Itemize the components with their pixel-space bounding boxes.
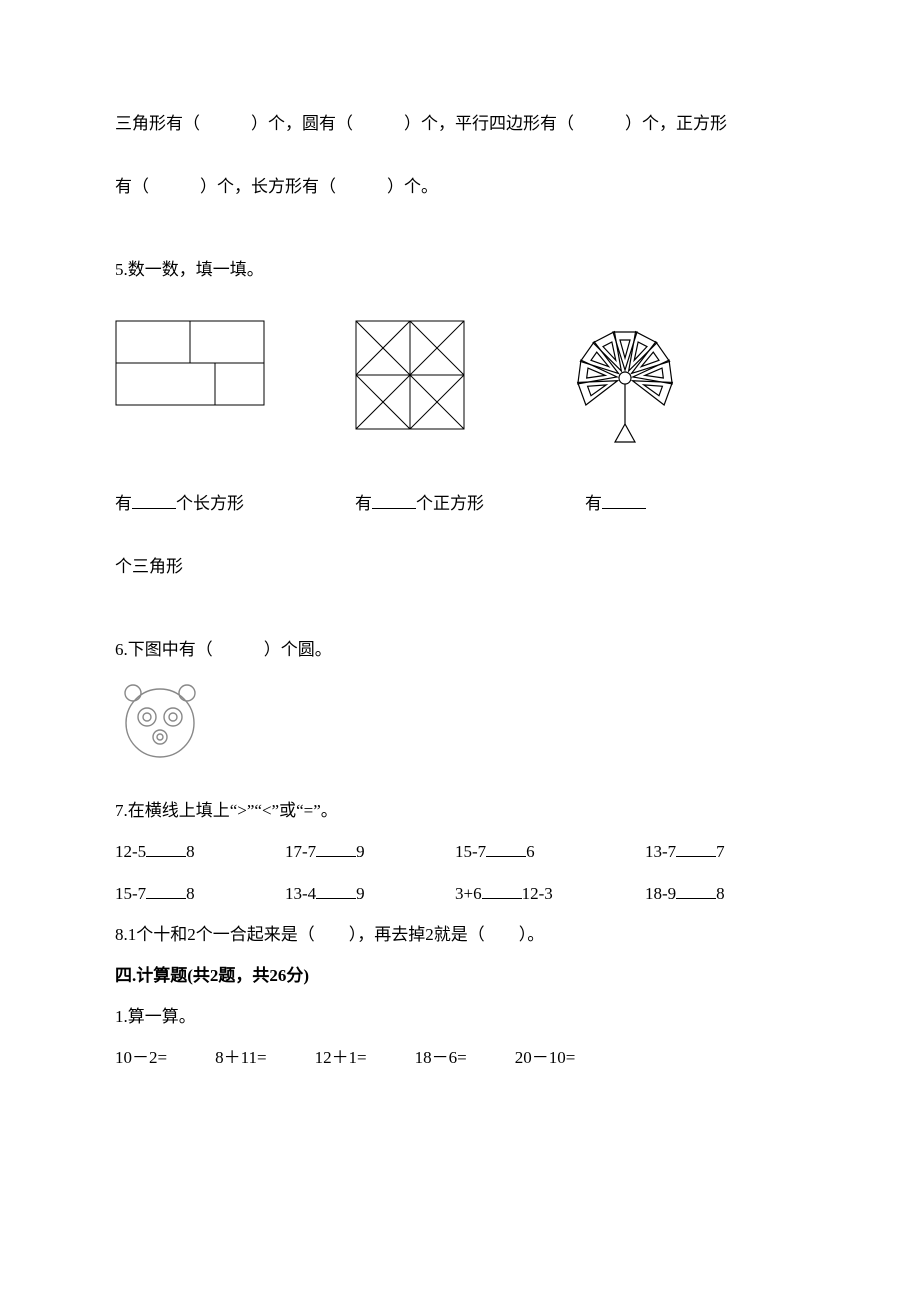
q5-figures — [115, 320, 805, 450]
caption-tri-a: 有 — [585, 490, 646, 517]
caption-rect: 有个长方形 — [115, 490, 355, 517]
expr: 20－10= — [515, 1044, 576, 1071]
blank — [200, 114, 251, 133]
section4-title: 四.计算题(共2题，共26分) — [115, 962, 805, 989]
caption-tri-b: 个三角形 — [115, 553, 805, 580]
cmp: 13-49 — [285, 880, 455, 907]
text: 有（ — [115, 177, 149, 196]
worksheet-page: 三角形有（ ）个，圆有（ ）个，平行四边形有（ ）个，正方形 有（ ）个，长方形… — [0, 0, 920, 1302]
q4-line1: 三角形有（ ）个，圆有（ ）个，平行四边形有（ ）个，正方形 — [115, 110, 805, 137]
text: ）个。 — [387, 177, 438, 196]
blank — [574, 114, 625, 133]
q8: 8.1个十和2个一合起来是（ ），再去掉2就是（ ）。 — [115, 921, 805, 948]
q5-title: 5.数一数，填一填。 — [115, 256, 805, 283]
text: ）个，平行四边形有（ — [404, 114, 574, 133]
q7-row2: 15-78 13-49 3+612-3 18-98 — [115, 880, 805, 907]
blank — [149, 177, 200, 196]
cmp: 15-78 — [115, 880, 285, 907]
q7-title: 7.在横线上填上“>”“<”或“=”。 — [115, 797, 805, 824]
expr: 10－2= — [115, 1044, 167, 1071]
text: ）个，圆有（ — [251, 114, 353, 133]
cmp: 3+612-3 — [455, 880, 645, 907]
squares-figure — [355, 320, 465, 430]
fan-figure — [555, 320, 695, 450]
calc1-row1: 10－2= 8＋11= 12＋1= 18－6= 20－10= — [115, 1044, 805, 1071]
cmp: 17-79 — [285, 838, 455, 865]
text: 三角形有（ — [115, 114, 200, 133]
expr: 18－6= — [415, 1044, 467, 1071]
cmp: 15-76 — [455, 838, 645, 865]
expr: 8＋11= — [215, 1044, 266, 1071]
blank — [602, 491, 646, 509]
bear-figure — [115, 677, 205, 761]
bear-figure-wrap — [115, 677, 805, 761]
blank — [336, 177, 387, 196]
cmp: 12-58 — [115, 838, 285, 865]
caption-square: 有个正方形 — [355, 490, 585, 517]
cmp: 13-77 — [645, 838, 725, 865]
q6-title: 6.下图中有（ ）个圆。 — [115, 636, 805, 663]
q4-line2: 有（ ）个，长方形有（ ）个。 — [115, 173, 805, 200]
q7-row1: 12-58 17-79 15-76 13-77 — [115, 838, 805, 865]
calc1-title: 1.算一算。 — [115, 1003, 805, 1030]
blank — [353, 114, 404, 133]
rectangles-figure — [115, 320, 265, 406]
q5-captions: 有个长方形 有个正方形 有 — [115, 490, 805, 517]
text: ）个，长方形有（ — [200, 177, 336, 196]
blank — [372, 491, 416, 509]
cmp: 18-98 — [645, 880, 725, 907]
blank — [132, 491, 176, 509]
text: ）个，正方形 — [625, 114, 727, 133]
expr: 12＋1= — [315, 1044, 367, 1071]
